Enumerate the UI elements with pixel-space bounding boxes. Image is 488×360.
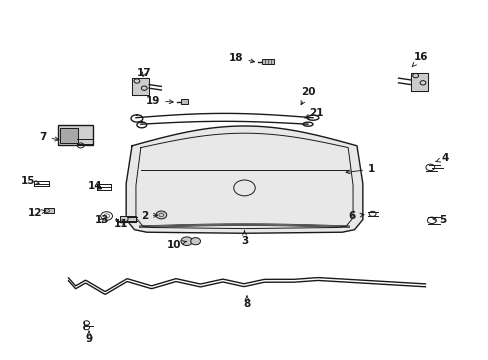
Polygon shape — [410, 73, 427, 91]
Text: 14: 14 — [88, 181, 102, 192]
Text: 13: 13 — [94, 215, 109, 225]
Text: 4: 4 — [435, 153, 448, 163]
Text: 10: 10 — [166, 240, 186, 250]
Text: 20: 20 — [300, 87, 315, 105]
FancyBboxPatch shape — [262, 59, 274, 64]
Text: 21: 21 — [304, 108, 324, 118]
Text: 12: 12 — [28, 208, 45, 218]
FancyBboxPatch shape — [60, 128, 78, 143]
Polygon shape — [132, 78, 149, 95]
Polygon shape — [120, 216, 136, 222]
Text: 15: 15 — [21, 176, 39, 186]
Text: 2: 2 — [141, 211, 157, 221]
Text: 7: 7 — [39, 132, 59, 142]
Text: 8: 8 — [243, 296, 250, 309]
Text: 17: 17 — [137, 68, 151, 78]
Text: 11: 11 — [114, 219, 128, 229]
Circle shape — [156, 211, 166, 219]
Text: 6: 6 — [348, 211, 363, 221]
Text: 3: 3 — [241, 231, 247, 246]
Circle shape — [181, 237, 192, 246]
FancyBboxPatch shape — [58, 125, 93, 145]
Text: 16: 16 — [411, 52, 428, 67]
Circle shape — [190, 238, 200, 245]
Polygon shape — [126, 126, 362, 233]
FancyBboxPatch shape — [44, 208, 54, 213]
Text: 1: 1 — [346, 164, 374, 174]
Text: 5: 5 — [432, 215, 445, 225]
Text: 19: 19 — [145, 96, 173, 106]
Text: 18: 18 — [228, 53, 254, 63]
FancyBboxPatch shape — [181, 99, 187, 104]
Text: 9: 9 — [85, 331, 92, 344]
